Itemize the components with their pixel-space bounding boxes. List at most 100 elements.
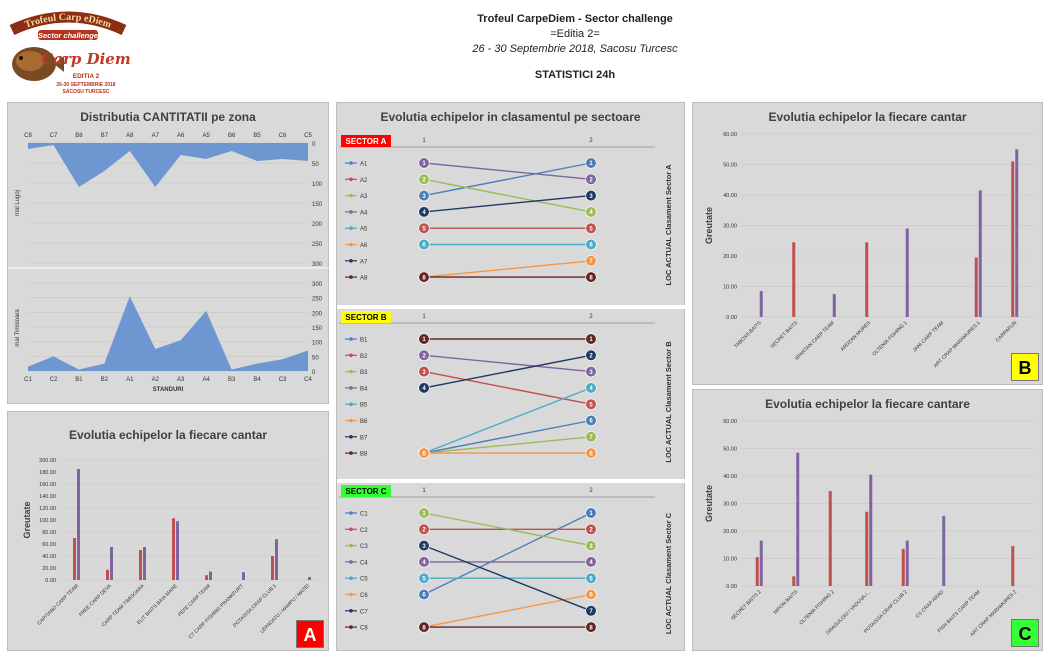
- top-y-tick-label: 200: [312, 222, 323, 228]
- legend-marker: [349, 609, 353, 613]
- y-tick-label: 50.00: [723, 447, 737, 453]
- x-tick-label: OLTENIA FISHING 2: [798, 589, 835, 626]
- sector-gap: [337, 479, 686, 483]
- bar-chart-a-panel: Evolutia echipelor la fiecare cantar 0.0…: [7, 411, 329, 651]
- bar: [139, 550, 142, 580]
- x-tick-label: CS CRAP ARAD: [915, 589, 946, 620]
- top-y-tick-label: 250: [312, 242, 323, 248]
- rank-marker-label: 6: [589, 243, 593, 249]
- bar: [77, 469, 80, 580]
- bar: [865, 242, 869, 317]
- rank-marker: [585, 572, 597, 584]
- rank-marker: [585, 431, 597, 443]
- rank-line: [423, 512, 592, 547]
- rank-line: [423, 194, 592, 213]
- rank-marker: [585, 507, 597, 519]
- y-tick-label: 140.00: [39, 494, 56, 500]
- rank-marker: [585, 238, 597, 251]
- distribution-title: Distributia CANTITATII pe zona: [80, 110, 256, 124]
- rank-marker: [585, 366, 597, 378]
- bottom-x-tick-label: C2: [50, 377, 58, 383]
- y-tick-label: 60.00: [723, 419, 737, 425]
- sector-x-label: 2: [589, 314, 593, 320]
- x-tick-label: ARDZAN MURES: [840, 320, 873, 353]
- bar: [275, 539, 278, 580]
- top-x-tick-label: C6: [279, 133, 287, 139]
- rank-marker: [418, 222, 430, 234]
- bar-chart-c-panel: Evolutia echipelor la fiecare cantare 0.…: [692, 389, 1043, 651]
- rank-marker-label: 5: [589, 576, 593, 582]
- rank-marker: [418, 621, 430, 633]
- sector-gap: [337, 305, 686, 309]
- bottom-y-tick-label: 300: [312, 282, 323, 288]
- legend-label: C2: [360, 528, 368, 534]
- legend-marker: [349, 353, 353, 358]
- rank-marker: [585, 333, 597, 345]
- x-tick-label: POTAISSA CRAP CLUB 2: [863, 589, 909, 635]
- bottom-x-tick-label: A2: [152, 377, 160, 383]
- bottom-x-tick-label: C1: [24, 377, 32, 383]
- event-edition: =Editia 2=: [550, 28, 600, 40]
- rank-marker-label: 2: [589, 354, 593, 360]
- sector-x-label: 1: [422, 314, 426, 320]
- sectors-title: Evolutia echipelor in clasamentul pe sec…: [380, 110, 641, 124]
- bottom-area-series: [28, 296, 308, 371]
- rank-marker: [418, 271, 430, 283]
- top-x-tick-label: C5: [304, 133, 312, 139]
- event-logo: Trofeul Carp eDiem Sector challenge Carp…: [9, 11, 131, 95]
- rank-line: [423, 370, 592, 405]
- rank-marker-label: 2: [422, 178, 426, 184]
- legend-marker: [349, 161, 353, 165]
- bar-chart-c-title: Evolutia echipelor la fiecare cantare: [765, 397, 970, 411]
- legend-marker: [349, 576, 353, 580]
- legend-marker: [349, 193, 353, 198]
- y-axis-title: Greutate: [704, 485, 714, 522]
- bar: [209, 571, 212, 580]
- bar-chart-b-title: Evolutia echipelor la fiecare cantar: [768, 110, 967, 124]
- legend-label: C8: [360, 626, 368, 632]
- rank-line: [423, 260, 592, 278]
- x-tick-label: SECRET BAITS 2: [730, 589, 763, 622]
- rank-marker-label: 6: [422, 243, 426, 249]
- sector-x-label: 2: [589, 488, 593, 494]
- bar-chart-a-title: Evolutia echipelor la fiecare cantar: [68, 428, 268, 442]
- top-x-tick-label: B6: [228, 133, 236, 139]
- rank-marker-label: 1: [422, 161, 426, 167]
- rank-marker: [418, 173, 430, 185]
- top-x-tick-label: C8: [24, 133, 32, 139]
- page-header: Trofeul CarpeDiem - Sector challenge =Ed…: [380, 12, 770, 83]
- x-tick-label: CT CARP FISHING FRANKFURT: [188, 583, 245, 640]
- legend-label: B3: [360, 370, 368, 376]
- bar: [308, 577, 311, 580]
- bar: [176, 521, 179, 580]
- bar: [106, 569, 109, 580]
- distribution-panel: Distributia CANTITATII pe zona 0 50 100 150…: [7, 102, 330, 404]
- logo-dates: 26-30 SEPTEMBRIE 2018: [56, 82, 115, 88]
- distribution-chart: 0 50 100 150 200 250 300 C8 C7 B8 B7 A8 A7 A6 A5 B6 B5 C6…: [8, 133, 330, 393]
- sector-y-axis-title: LOC ACTUAL Clasament Sector C: [664, 512, 673, 634]
- rank-marker: [585, 621, 597, 633]
- logo-edition: EDITIA 2: [73, 73, 100, 80]
- top-x-tick-label: B8: [75, 133, 83, 139]
- stats-title: STATISTICI 24h: [534, 69, 616, 81]
- sector-x-label: 2: [589, 138, 593, 144]
- rank-marker: [585, 255, 597, 267]
- y-tick-label: 180.00: [39, 470, 56, 476]
- legend-label: C7: [360, 609, 368, 615]
- legend-marker: [349, 386, 353, 390]
- rank-marker-label: 5: [589, 226, 593, 232]
- bottom-y-tick-label: 200: [312, 311, 323, 317]
- y-tick-label: 0.00: [726, 315, 737, 321]
- rank-line: [423, 436, 592, 454]
- rank-marker: [585, 398, 597, 410]
- legend-label: A2: [360, 178, 368, 184]
- bar: [755, 557, 759, 586]
- bar: [271, 556, 274, 580]
- y-tick-label: 30.00: [723, 502, 737, 508]
- rank-marker: [418, 556, 430, 568]
- bar: [1011, 161, 1015, 317]
- top-x-tick-label: A7: [152, 133, 160, 139]
- y-tick-label: 60.00: [42, 542, 56, 548]
- rank-marker-label: 4: [589, 560, 593, 566]
- bar: [792, 576, 796, 586]
